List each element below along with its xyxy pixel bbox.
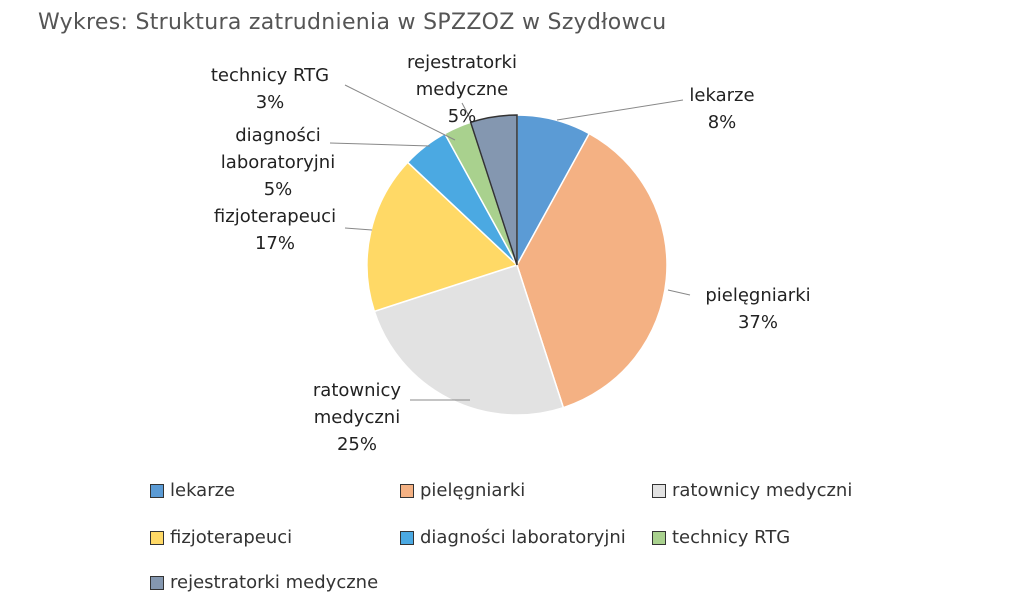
data-label-value: 5% [263, 179, 293, 200]
legend-label: technicy RTG [672, 527, 791, 548]
legend-swatch [150, 530, 164, 545]
legend-label: ratownicy medyczni [672, 480, 853, 501]
legend-label: rejestratorki medyczne [170, 572, 379, 593]
data-label-value: 17% [254, 233, 295, 254]
legend-swatch [400, 530, 414, 545]
data-label-value: 5% [447, 106, 477, 127]
data-label: rejestratorki medyczne 5% [397, 49, 527, 130]
data-label: diagności laboratoryjni 5% [213, 122, 343, 203]
legend-swatch [652, 530, 666, 545]
legend-item: pielęgniarki [400, 480, 525, 501]
pie-slice [366, 161, 519, 313]
legend-label: pielęgniarki [420, 480, 526, 501]
data-label: technicy RTG 3% [170, 62, 370, 116]
data-label-name: ratownicy medyczni [312, 380, 402, 428]
legend-item: ratownicy medyczni [652, 480, 852, 501]
legend-item: rejestratorki medyczne [150, 572, 378, 593]
legend-label: lekarze [170, 480, 236, 501]
data-label-name: fizjoterapeuci [213, 206, 337, 227]
data-label-name: lekarze [689, 85, 755, 106]
leader-line [344, 84, 456, 141]
data-label-value: 37% [737, 312, 778, 333]
data-label-name: technicy RTG [210, 65, 330, 86]
legend-swatch [150, 575, 164, 590]
leader-line [667, 289, 691, 296]
leader-line [556, 99, 684, 121]
leader-line [329, 142, 431, 147]
leader-line [461, 102, 471, 119]
pie-slice [469, 114, 518, 266]
data-label-name: diagności laboratoryjni [220, 125, 336, 173]
data-label-value: 8% [707, 112, 737, 133]
legend-item: diagności laboratoryjni [400, 527, 626, 548]
legend-label: fizjoterapeuci [170, 527, 293, 548]
data-label-name: pielęgniarki [705, 285, 811, 306]
legend-label: diagności laboratoryjni [420, 527, 626, 548]
data-label-value: 3% [255, 92, 285, 113]
leader-line [344, 227, 373, 231]
data-label: fizjoterapeuci 17% [175, 203, 375, 257]
pie-slice [516, 132, 668, 409]
data-label-value: 25% [336, 434, 377, 455]
legend-item: fizjoterapeuci [150, 527, 292, 548]
pie-slice [373, 264, 565, 416]
data-label-name: rejestratorki medyczne [407, 52, 517, 100]
chart-title: Wykres: Struktura zatrudnienia w SPZZOZ … [38, 10, 667, 35]
data-label: ratownicy medyczni 25% [302, 377, 412, 458]
legend-swatch [150, 483, 164, 498]
legend-swatch [400, 483, 414, 498]
legend-item: lekarze [150, 480, 235, 501]
data-label: pielęgniarki 37% [658, 282, 858, 336]
data-label: lekarze 8% [622, 82, 822, 136]
legend-item: technicy RTG [652, 527, 790, 548]
legend-swatch [652, 483, 666, 498]
